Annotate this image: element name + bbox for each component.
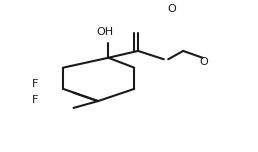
Text: O: O [167, 4, 176, 14]
Text: F: F [32, 79, 38, 89]
Text: O: O [199, 57, 208, 67]
Text: F: F [32, 95, 38, 105]
Text: OH: OH [96, 27, 113, 37]
